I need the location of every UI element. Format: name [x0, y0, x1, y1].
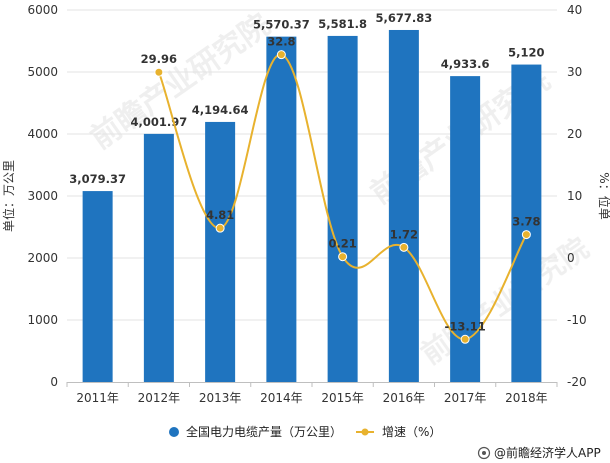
bar: [450, 76, 481, 383]
growth-point: [154, 67, 164, 77]
left-tick-label: 0: [50, 375, 58, 389]
left-tick-label: 4000: [27, 127, 58, 141]
growth-point: [276, 50, 286, 60]
bar: [511, 64, 542, 382]
growth-point: [399, 242, 409, 252]
bar: [388, 29, 419, 382]
bar-data-label: 4,194.64: [192, 103, 249, 117]
right-tick-label: -20: [567, 375, 587, 389]
x-tick-label: 2016年: [383, 391, 426, 405]
left-axis-title: 单位：万公里: [1, 160, 16, 232]
legend-bar-label: 全国电力电缆产量（万公里）: [186, 424, 342, 439]
bar-data-label: 5,581.8: [318, 17, 367, 31]
bar-data-labels: 3,079.37 4,001.97 4,194.64 5,570.37 5,581.8 5…: [69, 11, 544, 186]
left-axis-ticks: 0 1000 2000 3000 4000 5000 6000: [27, 3, 58, 389]
legend-line-marker-dot: [361, 428, 369, 436]
left-tick-label: 5000: [27, 65, 58, 79]
right-tick-label: 40: [567, 3, 582, 17]
bar-data-label: 5,677.83: [376, 11, 433, 25]
x-tick-label: 2012年: [138, 391, 181, 405]
x-tick-label: 2014年: [260, 391, 303, 405]
x-tick-label: 2013年: [199, 391, 242, 405]
growth-data-label: -13.11: [445, 319, 486, 333]
growth-data-label: 32.8: [267, 35, 295, 49]
growth-data-label: 3.78: [512, 215, 540, 229]
growth-point: [215, 223, 225, 233]
source-logo-icon-inner: [482, 451, 486, 455]
left-tick-label: 1000: [27, 313, 58, 327]
bar: [205, 121, 236, 383]
growth-data-label: 4.81: [206, 208, 234, 222]
x-tick-label: 2017年: [444, 391, 487, 405]
legend-line-label: 增速（%）: [382, 425, 441, 439]
x-axis-ticks: 2011年 2012年 2013年 2014年 2015年 2016年 2017年 2018年: [66, 382, 558, 405]
right-tick-label: 0: [567, 251, 575, 265]
bar-data-label: 4,001.97: [131, 115, 188, 129]
legend: 全国电力电缆产量（万公里） 增速（%）: [169, 424, 441, 439]
right-tick-label: 20: [567, 127, 582, 141]
growth-data-label: 0.21: [328, 237, 356, 251]
line-data-labels: 29.96 4.81 32.8 0.21 1.72 -13.11 3.78: [141, 35, 541, 334]
bar-data-label: 5,120: [508, 46, 544, 60]
right-axis-title: %：位单: [597, 172, 610, 219]
bar: [143, 133, 174, 382]
right-tick-label: -10: [567, 313, 587, 327]
growth-point: [338, 252, 348, 262]
x-tick-label: 2011年: [76, 391, 119, 405]
source-logo-icon: [477, 446, 491, 460]
growth-point: [521, 230, 531, 240]
left-tick-label: 3000: [27, 189, 58, 203]
bar-data-label: 3,079.37: [69, 172, 126, 186]
bar-data-label: 5,570.37: [253, 18, 310, 32]
source-credit: @前瞻经济学人APP: [477, 445, 601, 460]
bar: [327, 35, 358, 382]
growth-data-label: 29.96: [141, 52, 177, 66]
right-axis-ticks: -20 -10 0 10 20 30 40: [567, 3, 587, 389]
growth-data-label: 1.72: [390, 227, 418, 241]
bar: [82, 191, 113, 382]
x-tick-label: 2018年: [505, 391, 548, 405]
source-text: @前瞻经济学人APP: [494, 445, 601, 460]
growth-point: [460, 334, 470, 344]
bar: [266, 36, 297, 383]
bar-data-label: 4,933.6: [441, 57, 490, 71]
left-tick-label: 2000: [27, 251, 58, 265]
left-tick-label: 6000: [27, 3, 58, 17]
legend-bar-marker: [169, 427, 179, 437]
x-tick-label: 2015年: [321, 391, 364, 405]
bar-series: [82, 29, 542, 383]
line-series: [154, 50, 531, 344]
right-tick-label: 30: [567, 65, 582, 79]
right-tick-label: 10: [567, 189, 582, 203]
